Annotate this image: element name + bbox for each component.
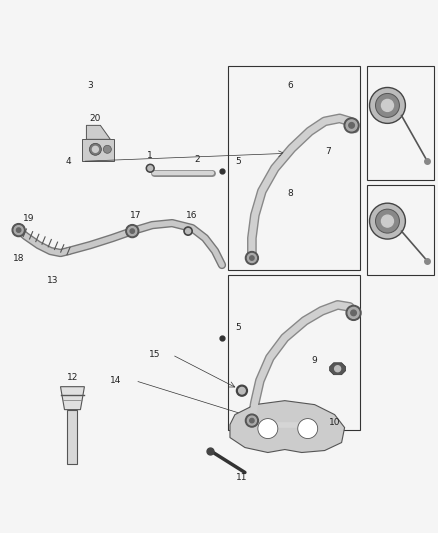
Circle shape xyxy=(247,416,256,425)
Text: 20: 20 xyxy=(90,114,101,123)
Polygon shape xyxy=(60,386,85,410)
Circle shape xyxy=(184,227,192,235)
Circle shape xyxy=(126,224,139,238)
Bar xyxy=(367,185,434,275)
Text: 4: 4 xyxy=(66,157,71,166)
Circle shape xyxy=(130,229,134,233)
Text: 14: 14 xyxy=(110,376,121,385)
Circle shape xyxy=(14,225,23,235)
Circle shape xyxy=(247,254,256,263)
Circle shape xyxy=(148,166,152,171)
Text: 6: 6 xyxy=(287,81,293,90)
Polygon shape xyxy=(86,125,110,139)
Circle shape xyxy=(375,93,399,117)
Text: 3: 3 xyxy=(88,81,93,90)
Circle shape xyxy=(258,418,278,439)
Text: 5: 5 xyxy=(235,324,241,333)
Text: 18: 18 xyxy=(13,254,25,263)
Text: 10: 10 xyxy=(329,418,340,427)
Circle shape xyxy=(381,100,393,111)
Text: 8: 8 xyxy=(287,189,293,198)
Text: 16: 16 xyxy=(186,211,198,220)
Circle shape xyxy=(375,209,399,233)
Polygon shape xyxy=(67,410,78,464)
Text: 11: 11 xyxy=(236,473,247,482)
Circle shape xyxy=(346,120,357,131)
Text: 15: 15 xyxy=(149,350,161,359)
Polygon shape xyxy=(230,401,345,453)
Bar xyxy=(228,275,360,430)
Circle shape xyxy=(103,146,111,154)
Bar xyxy=(367,66,434,180)
Circle shape xyxy=(250,256,254,260)
Circle shape xyxy=(351,310,357,316)
Circle shape xyxy=(370,87,406,123)
Text: 1: 1 xyxy=(147,151,153,160)
Text: 9: 9 xyxy=(312,356,318,365)
Circle shape xyxy=(92,147,99,152)
Text: 2: 2 xyxy=(194,155,200,164)
Circle shape xyxy=(335,366,341,372)
Text: 5: 5 xyxy=(235,157,241,166)
Circle shape xyxy=(128,227,137,236)
Circle shape xyxy=(12,224,25,237)
Text: 12: 12 xyxy=(67,373,78,382)
Circle shape xyxy=(186,229,191,233)
Text: 19: 19 xyxy=(23,214,34,223)
Circle shape xyxy=(381,215,393,227)
Circle shape xyxy=(245,414,258,427)
Circle shape xyxy=(237,385,247,396)
Bar xyxy=(228,66,360,270)
Circle shape xyxy=(239,387,245,394)
Bar xyxy=(82,139,114,161)
Circle shape xyxy=(250,418,254,423)
Polygon shape xyxy=(330,363,346,375)
Text: 13: 13 xyxy=(47,277,58,286)
Circle shape xyxy=(245,252,258,264)
Circle shape xyxy=(348,308,359,318)
Circle shape xyxy=(146,164,154,172)
Circle shape xyxy=(349,123,354,128)
Text: 7: 7 xyxy=(325,147,331,156)
Circle shape xyxy=(344,118,359,133)
Circle shape xyxy=(298,418,318,439)
Circle shape xyxy=(89,143,101,155)
Circle shape xyxy=(370,203,406,239)
Circle shape xyxy=(346,305,361,320)
Text: 17: 17 xyxy=(130,211,141,220)
Circle shape xyxy=(17,228,21,232)
